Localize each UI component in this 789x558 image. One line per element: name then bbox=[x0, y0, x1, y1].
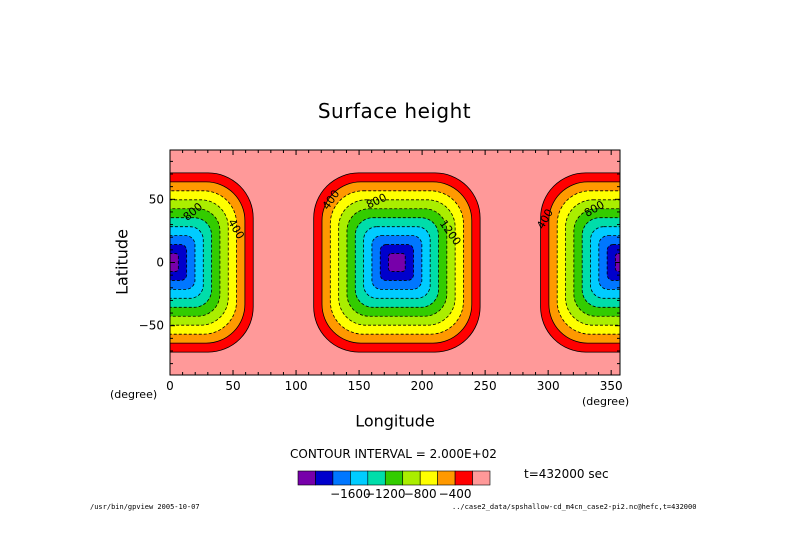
colorbar-swatch bbox=[332, 470, 351, 486]
colorbar-tick-label: −400 bbox=[439, 487, 472, 501]
x-tick-label: 0 bbox=[166, 379, 174, 393]
colorbar-swatch bbox=[419, 470, 438, 486]
y-tick-label: 50 bbox=[149, 192, 164, 206]
x-tick-label: 300 bbox=[537, 379, 560, 393]
colorbar-tick-label: −1600 bbox=[330, 487, 371, 501]
footer-command: /usr/bin/gpview 2005-10-07 bbox=[90, 503, 200, 511]
footer-file-path: ../case2_data/spshallow-cd_m4cn_case2-pi… bbox=[452, 503, 697, 511]
colorbar-swatch bbox=[384, 470, 404, 486]
colorbar-swatch bbox=[367, 470, 386, 486]
contour-interval-label: CONTOUR INTERVAL = 2.000E+02 bbox=[290, 447, 497, 461]
time-label: t=432000 sec bbox=[524, 467, 609, 481]
colorbar-swatch bbox=[472, 470, 491, 486]
y-tick-label: 0 bbox=[156, 256, 164, 270]
x-tick-label: 100 bbox=[285, 379, 308, 393]
x-axis-label: Longitude bbox=[355, 411, 435, 431]
contour-band-1-1 bbox=[388, 253, 406, 272]
x-tick-label: 150 bbox=[348, 379, 371, 393]
contour-band-2-2 bbox=[606, 244, 620, 281]
colorbar-swatch bbox=[402, 470, 421, 486]
colorbar-swatch bbox=[454, 470, 473, 486]
x-axis-unit: (degree) bbox=[582, 395, 630, 408]
y-axis-unit: (degree) bbox=[110, 388, 158, 401]
x-tick-label: 200 bbox=[411, 379, 434, 393]
colorbar-swatch bbox=[350, 470, 369, 486]
colorbar-swatch bbox=[297, 470, 316, 486]
contour-band-2-3 bbox=[598, 235, 620, 290]
x-tick-label: 350 bbox=[600, 379, 623, 393]
colorbar-tick-label: −1200 bbox=[365, 487, 406, 501]
colorbar-swatch bbox=[315, 470, 334, 486]
x-tick-label: 250 bbox=[474, 379, 497, 393]
colorbar-swatch bbox=[437, 470, 456, 486]
y-tick-label: −50 bbox=[139, 319, 164, 333]
x-tick-label: 50 bbox=[225, 379, 240, 393]
chart-title: Surface height bbox=[317, 99, 472, 123]
colorbar-tick-label: −800 bbox=[404, 487, 437, 501]
